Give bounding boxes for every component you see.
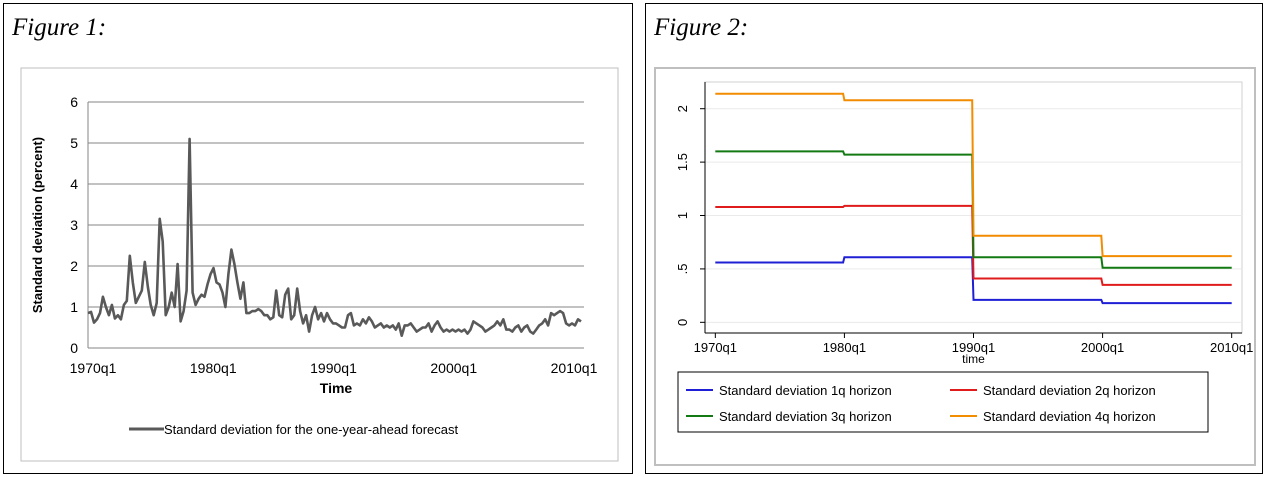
legend-label: Standard deviation 2q horizon bbox=[983, 383, 1156, 398]
y-tick-label: 1.5 bbox=[675, 153, 690, 171]
x-tick-label: 1970q1 bbox=[694, 340, 737, 355]
y-tick-label: 0 bbox=[675, 319, 690, 326]
x-tick-label: 2000q1 bbox=[430, 360, 477, 376]
x-tick-label: 1970q1 bbox=[70, 360, 117, 376]
x-tick-label: 1980q1 bbox=[823, 340, 866, 355]
series-line bbox=[87, 137, 582, 338]
x-tick-label: 1990q1 bbox=[310, 360, 357, 376]
legend-label: Standard deviation for the one-year-ahea… bbox=[164, 422, 459, 437]
x-axis-title: time bbox=[962, 352, 985, 366]
y-tick-label: 1 bbox=[675, 212, 690, 219]
y-tick-label: 1 bbox=[70, 299, 78, 315]
y-tick-label: 2 bbox=[675, 105, 690, 112]
x-tick-label: 2000q1 bbox=[1081, 340, 1124, 355]
figure-1-chart: 0 1 2 3 4 5 6 1970q1 1980q1 1990q1 2000q1 2010q1 Tim… bbox=[20, 67, 619, 462]
y-tick-label: 3 bbox=[70, 217, 78, 233]
y-tick-label: .5 bbox=[675, 263, 690, 274]
y-tick-label: 6 bbox=[70, 94, 78, 110]
chart-area-border bbox=[20, 67, 619, 462]
figure-2-panel: Figure 2: 0 .5 1 1.5 2 1970q1 1980q1 1990q1 2000… bbox=[645, 3, 1263, 474]
x-tick-label: 1980q1 bbox=[190, 360, 237, 376]
legend-label: Standard deviation 4q horizon bbox=[983, 409, 1156, 424]
y-tick-label: 4 bbox=[70, 176, 78, 192]
x-tick-label: 2010q1 bbox=[551, 360, 598, 376]
figure-1-title: Figure 1: bbox=[12, 14, 107, 41]
legend-label: Standard deviation 3q horizon bbox=[719, 409, 892, 424]
x-tick-label: 1990q1 bbox=[952, 340, 995, 355]
series-line bbox=[715, 92, 1232, 258]
figure-1-panel: Figure 1: 0 1 2 3 4 5 6 1970q1 1980q1 1990q1 2000q… bbox=[3, 3, 633, 474]
legend-label: Standard deviation 1q horizon bbox=[719, 383, 892, 398]
x-tick-label: 2010q1 bbox=[1210, 340, 1253, 355]
figure-2-title: Figure 2: bbox=[654, 14, 749, 41]
legend-box bbox=[677, 371, 1209, 433]
y-tick-label: 0 bbox=[70, 340, 78, 356]
figure-2-chart: 0 .5 1 1.5 2 1970q1 1980q1 1990q1 2000q1 2010q1 ti… bbox=[654, 67, 1256, 466]
y-axis-title: Standard deviation (percent) bbox=[30, 137, 45, 313]
x-axis-title: Time bbox=[320, 380, 353, 396]
y-tick-label: 5 bbox=[70, 135, 78, 151]
y-tick-label: 2 bbox=[70, 258, 78, 274]
